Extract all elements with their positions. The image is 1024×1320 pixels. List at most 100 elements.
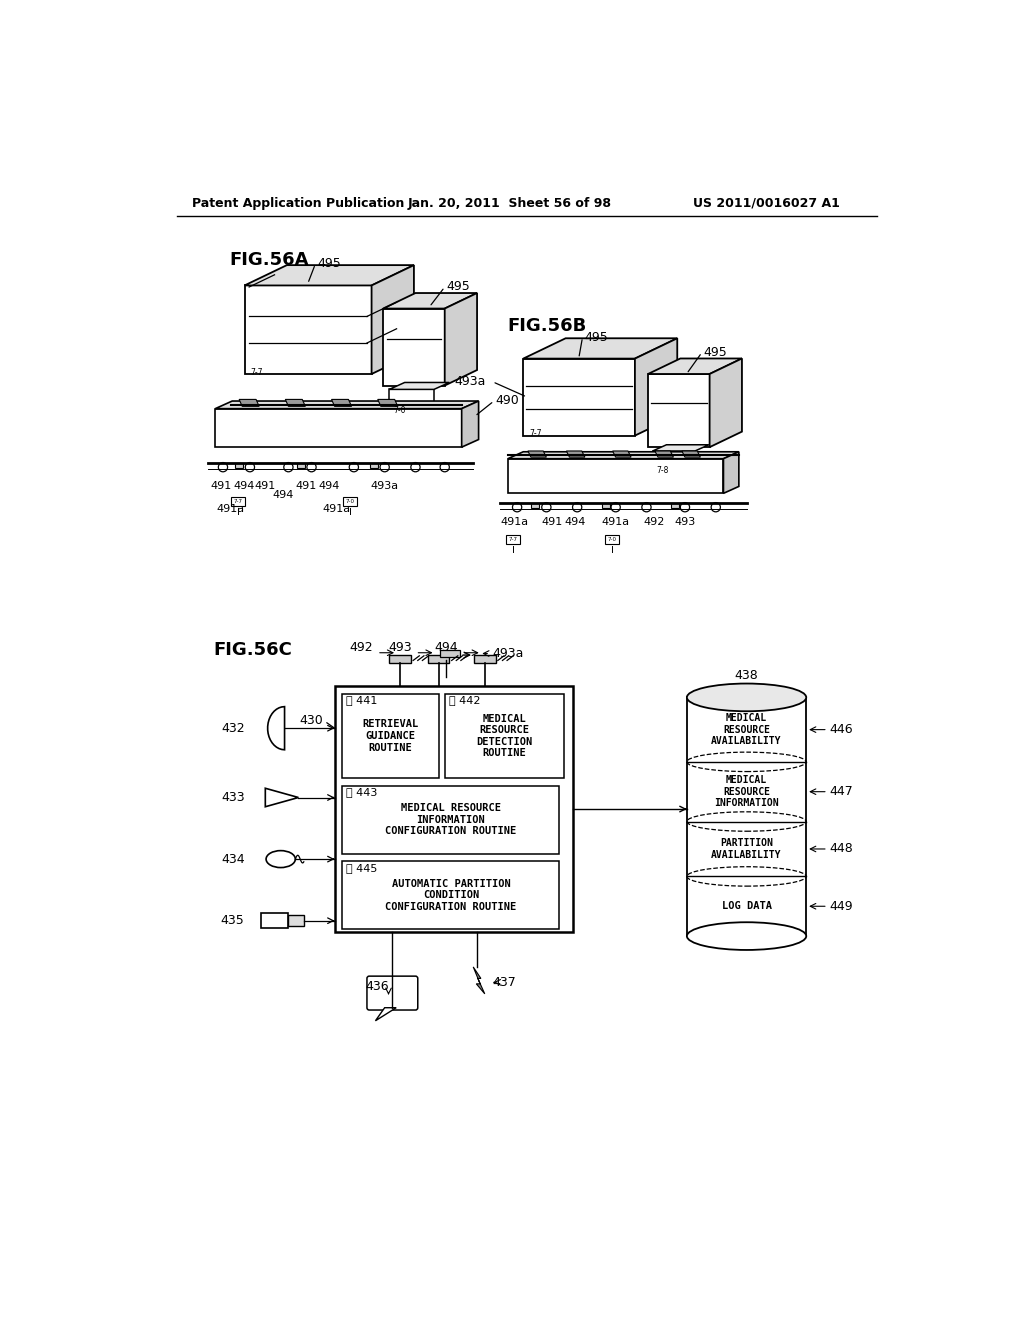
Circle shape [512, 503, 521, 512]
Text: 7-0: 7-0 [393, 407, 406, 416]
Polygon shape [635, 338, 677, 436]
Text: 491: 491 [211, 480, 232, 491]
Text: 7-8: 7-8 [656, 466, 669, 475]
Text: 7-7: 7-7 [529, 429, 542, 438]
Polygon shape [245, 265, 414, 285]
Polygon shape [652, 451, 695, 473]
Polygon shape [383, 309, 444, 385]
Bar [531, 503, 539, 508]
Polygon shape [566, 451, 585, 457]
Text: 493a: 493a [371, 480, 398, 491]
Text: 493a: 493a [493, 647, 524, 660]
Circle shape [611, 503, 621, 512]
Text: 493a: 493a [454, 375, 485, 388]
Text: 7-0: 7-0 [345, 499, 354, 504]
Polygon shape [682, 451, 700, 457]
Text: 〈 443: 〈 443 [346, 788, 378, 797]
Polygon shape [378, 400, 397, 407]
Bar [231, 498, 246, 507]
Bar [605, 535, 618, 544]
Text: 495: 495 [703, 346, 727, 359]
Text: 493: 493 [675, 517, 695, 527]
FancyBboxPatch shape [367, 977, 418, 1010]
Text: FIG.56A: FIG.56A [229, 251, 308, 269]
Circle shape [284, 462, 293, 471]
Text: 438: 438 [734, 669, 759, 682]
Polygon shape [265, 788, 298, 807]
Bar [506, 535, 520, 544]
Polygon shape [376, 1007, 396, 1020]
Text: 435: 435 [221, 915, 245, 927]
Text: 7-7: 7-7 [509, 537, 518, 543]
Polygon shape [267, 706, 285, 750]
Text: 7-7: 7-7 [251, 368, 263, 376]
Text: 491a: 491a [217, 504, 245, 513]
Bar [342, 785, 559, 854]
Text: LOG DATA: LOG DATA [722, 902, 771, 911]
Text: Patent Application Publication: Patent Application Publication [193, 197, 404, 210]
Bar [261, 913, 289, 928]
Polygon shape [710, 359, 742, 447]
Polygon shape [724, 451, 739, 494]
Text: 495: 495 [584, 330, 608, 343]
Polygon shape [372, 265, 414, 374]
Bar [389, 655, 411, 663]
Text: 7-7: 7-7 [233, 499, 243, 504]
Polygon shape [444, 293, 477, 385]
Text: 448: 448 [829, 842, 853, 855]
Bar [444, 693, 564, 779]
Bar [335, 686, 573, 932]
Polygon shape [389, 389, 434, 412]
Polygon shape [383, 293, 477, 309]
Circle shape [380, 462, 389, 471]
Text: 430: 430 [299, 714, 323, 727]
Polygon shape [473, 966, 484, 994]
Polygon shape [240, 400, 259, 407]
Text: 7-0: 7-0 [607, 537, 616, 543]
Text: 437: 437 [493, 975, 516, 989]
Text: MEDICAL
RESOURCE
DETECTION
ROUTINE: MEDICAL RESOURCE DETECTION ROUTINE [476, 714, 532, 758]
Text: 491: 491 [255, 480, 275, 491]
Polygon shape [389, 383, 450, 389]
Text: MEDICAL
RESOURCE
INFORMATION: MEDICAL RESOURCE INFORMATION [715, 775, 779, 808]
Circle shape [542, 503, 551, 512]
Polygon shape [332, 400, 351, 407]
Text: 490: 490 [496, 395, 519, 408]
Text: 494: 494 [233, 480, 255, 491]
Text: 〈 442: 〈 442 [449, 696, 480, 705]
Text: 491: 491 [541, 517, 562, 527]
Bar [370, 462, 378, 469]
Text: MEDICAL RESOURCE
INFORMATION
CONFIGURATION ROUTINE: MEDICAL RESOURCE INFORMATION CONFIGURATI… [385, 804, 516, 837]
Text: 446: 446 [829, 723, 853, 737]
Polygon shape [245, 285, 372, 374]
Bar [428, 655, 450, 663]
Polygon shape [215, 401, 478, 409]
Ellipse shape [687, 684, 806, 711]
Text: 449: 449 [829, 900, 853, 912]
Bar [602, 503, 609, 508]
Text: 492: 492 [643, 517, 665, 527]
Text: RETRIEVAL
GUIDANCE
ROUTINE: RETRIEVAL GUIDANCE ROUTINE [362, 719, 419, 752]
Text: FIG.56B: FIG.56B [508, 317, 587, 335]
Circle shape [711, 503, 720, 512]
Circle shape [411, 462, 420, 471]
Polygon shape [612, 451, 631, 457]
Polygon shape [462, 401, 478, 447]
Text: Jan. 20, 2011  Sheet 56 of 98: Jan. 20, 2011 Sheet 56 of 98 [408, 197, 611, 210]
Text: 432: 432 [221, 722, 245, 735]
Text: 495: 495 [316, 257, 341, 271]
Polygon shape [528, 451, 547, 457]
Bar [474, 655, 496, 663]
Text: 433: 433 [221, 791, 245, 804]
Text: 491a: 491a [500, 517, 528, 527]
Text: 493: 493 [388, 640, 412, 653]
Ellipse shape [687, 923, 806, 950]
Text: 495: 495 [446, 280, 470, 293]
Bar [236, 462, 243, 469]
Text: 491a: 491a [601, 517, 630, 527]
Bar [671, 503, 679, 508]
Text: 494: 494 [434, 640, 458, 653]
Text: 494: 494 [272, 490, 294, 500]
Polygon shape [523, 359, 635, 436]
Text: FIG.56C: FIG.56C [214, 640, 293, 659]
